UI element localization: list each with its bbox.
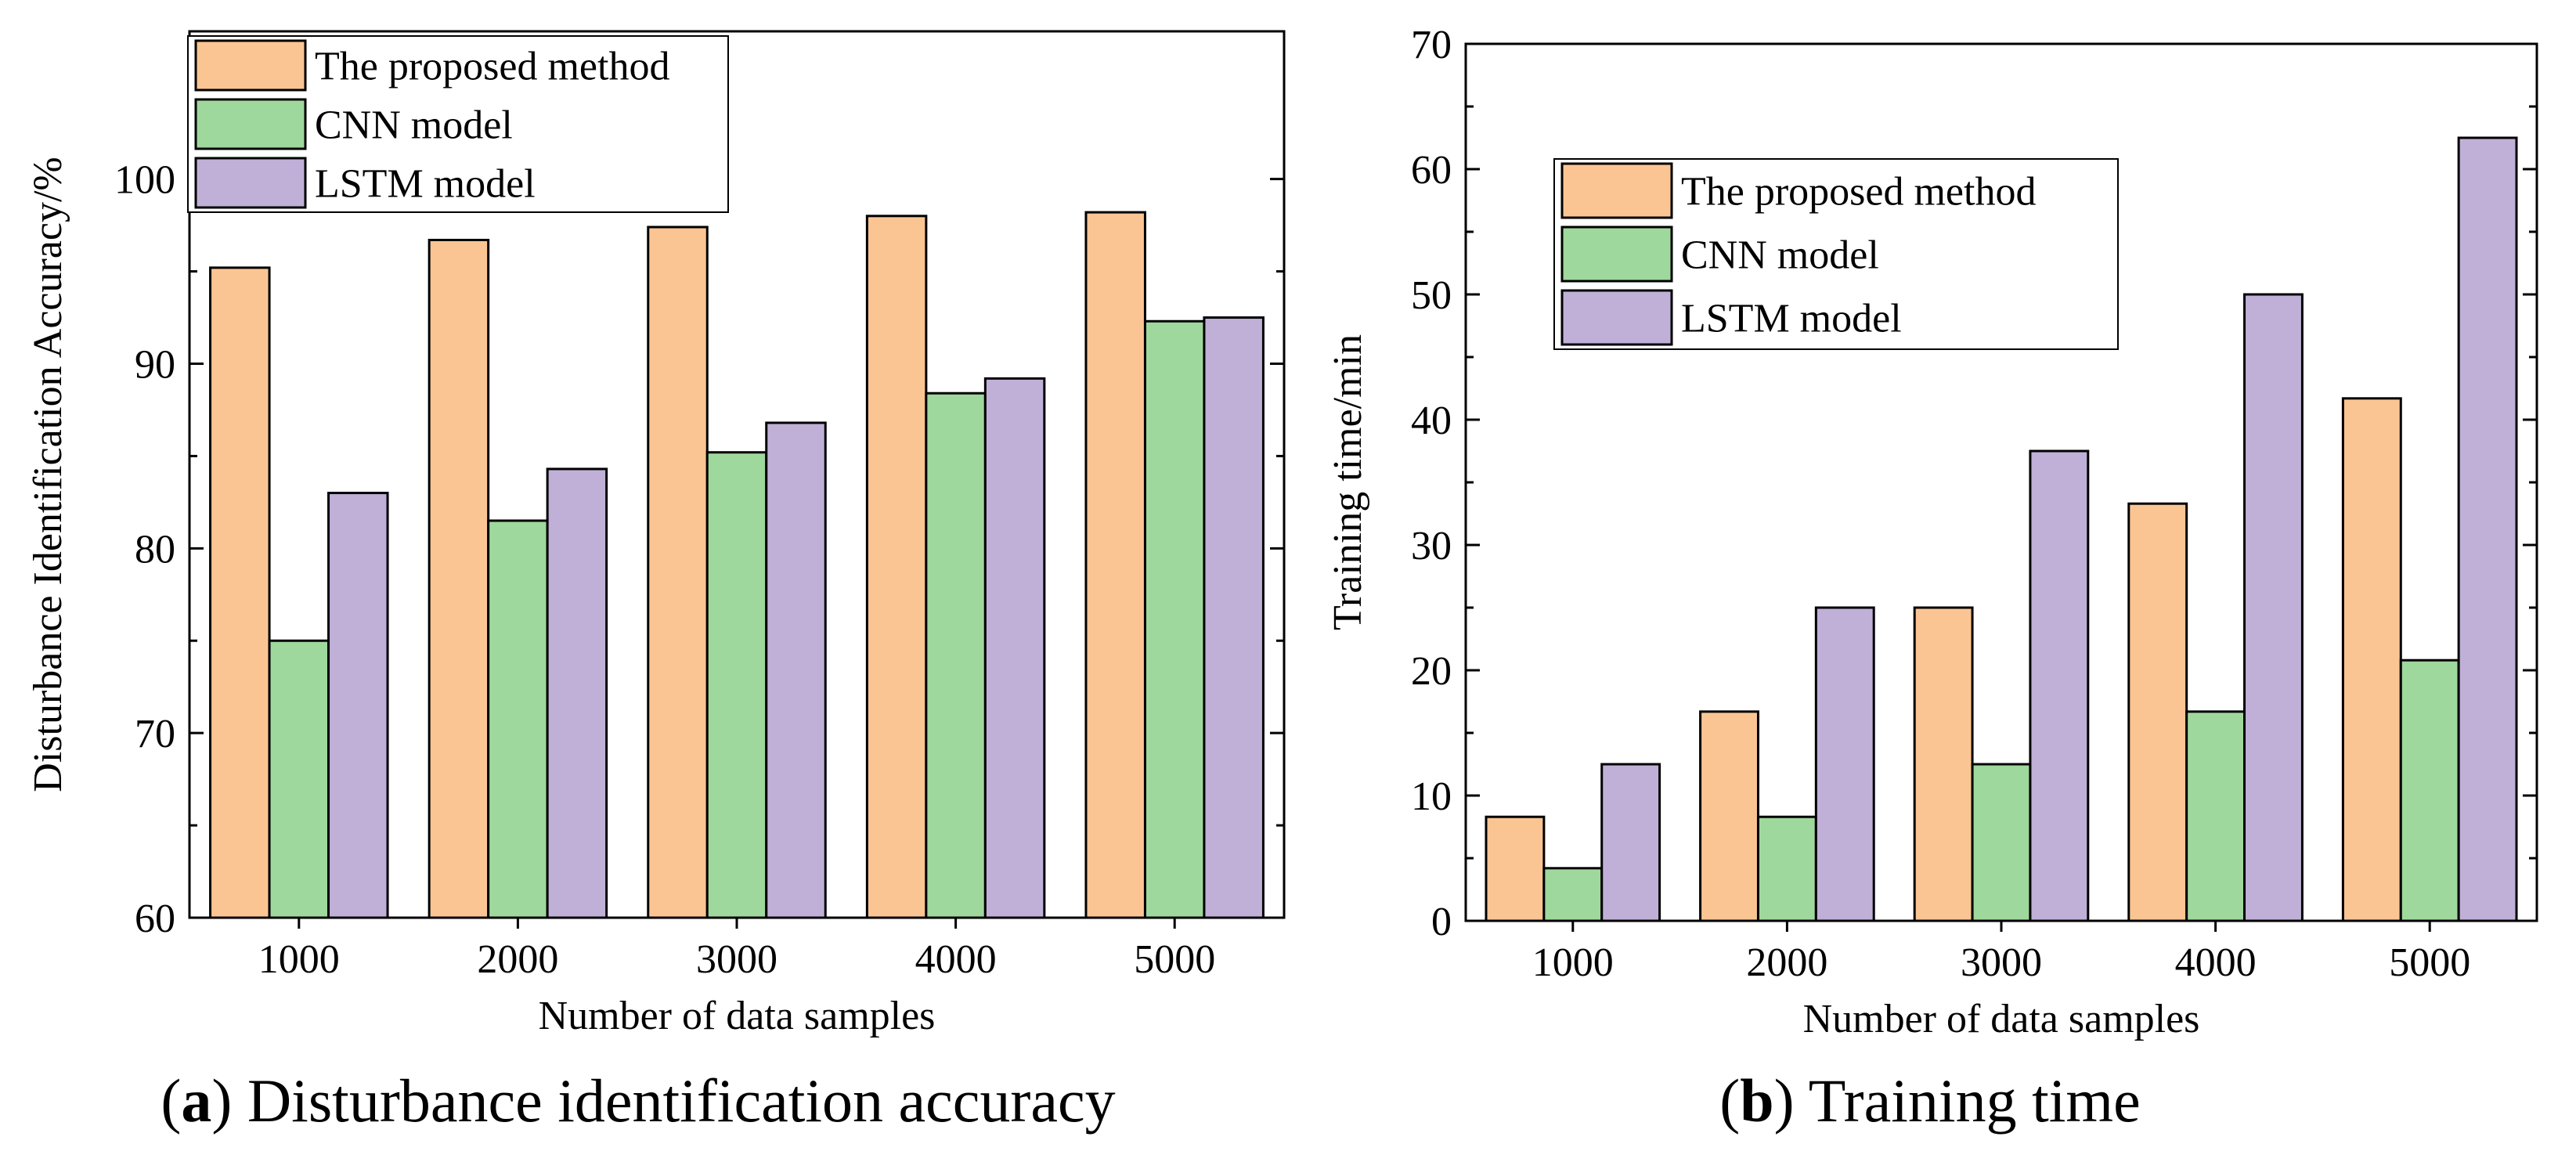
bar-cnn-3000 xyxy=(1971,763,2032,922)
caption-a-text: Disturbance identification accuracy xyxy=(247,1066,1116,1135)
caption-b-text: Training time xyxy=(1809,1066,2141,1135)
y-tick-label: 80 xyxy=(135,527,175,572)
bar-cnn-1000 xyxy=(268,639,330,919)
y-tick-label: 10 xyxy=(1411,774,1452,819)
x-tick-label: 2000 xyxy=(477,937,558,982)
bar-proposed-5000 xyxy=(2341,397,2402,922)
y-tick-label: 0 xyxy=(1431,900,1452,944)
bar-proposed-4000 xyxy=(865,215,928,919)
bar-lstm-2000 xyxy=(546,467,608,919)
y-tick-label: 40 xyxy=(1411,399,1452,443)
caption-b: (b) Training time xyxy=(1719,1066,2140,1135)
y-tick-label: 20 xyxy=(1411,649,1452,694)
bar-cnn-4000 xyxy=(2185,710,2246,922)
x-tick-label: 4000 xyxy=(915,937,997,982)
bar-cnn-2000 xyxy=(487,519,549,919)
x-tick-label: 3000 xyxy=(696,937,777,982)
caption-a: (a) Disturbance identification accuracy xyxy=(161,1066,1115,1135)
bar-cnn-3000 xyxy=(705,451,768,919)
legend-label-lstm: LSTM model xyxy=(1681,297,1902,341)
x-tick-label: 1000 xyxy=(258,937,340,982)
y-tick-label: 70 xyxy=(1411,23,1452,67)
bar-proposed-3000 xyxy=(647,226,709,919)
bar-proposed-5000 xyxy=(1084,211,1146,919)
panel-accuracy: 1000 2000 3000 4000 5000 60 70 80 90 100 Number o… xyxy=(26,30,1286,1135)
bar-proposed-4000 xyxy=(2127,502,2188,922)
panel-training-time: 1000 2000 3000 4000 5000 0 10 20 30 40 50 60 70 Numb… xyxy=(1326,23,2538,1135)
x-axis-title: Number of data samples xyxy=(539,994,936,1038)
ticks-group: 1000 2000 3000 4000 5000 0 10 20 30 40 50 60 70 xyxy=(1411,23,2537,985)
bar-lstm-3000 xyxy=(2029,449,2090,922)
bar-cnn-1000 xyxy=(1542,867,1604,922)
bar-cnn-5000 xyxy=(2399,659,2460,922)
caption-b-letter: b xyxy=(1740,1066,1773,1135)
y-axis-title: Disturbance Identification Accuracy/% xyxy=(26,157,70,792)
bar-lstm-4000 xyxy=(2243,293,2304,922)
bars-group xyxy=(209,211,1265,919)
x-tick-label: 3000 xyxy=(1961,940,2042,985)
bar-cnn-2000 xyxy=(1756,815,1817,922)
legend-swatch-proposed xyxy=(194,39,307,92)
y-tick-label: 70 xyxy=(135,712,175,756)
bar-lstm-5000 xyxy=(2457,136,2518,922)
y-tick-label: 90 xyxy=(135,343,175,388)
legend-swatch-lstm xyxy=(194,157,307,209)
legend-swatch-cnn xyxy=(1560,226,1673,283)
bar-proposed-3000 xyxy=(1913,606,1974,922)
bar-lstm-2000 xyxy=(1814,606,1875,922)
legend-label-proposed: The proposed method xyxy=(315,45,669,89)
bar-proposed-2000 xyxy=(428,238,490,919)
legend-swatch-cnn xyxy=(194,98,307,150)
bar-proposed-2000 xyxy=(1699,710,1759,922)
legend-label-lstm: LSTM model xyxy=(315,162,536,207)
bars-group xyxy=(1485,136,2518,922)
legend-label-cnn: CNN model xyxy=(1681,233,1879,278)
legend: The proposed method CNN model LSTM model xyxy=(187,35,729,213)
y-tick-label: 50 xyxy=(1411,273,1452,318)
y-tick-label: 30 xyxy=(1411,524,1452,568)
bar-lstm-5000 xyxy=(1203,316,1265,919)
x-axis-title: Number of data samples xyxy=(1803,997,2200,1041)
bar-cnn-5000 xyxy=(1143,319,1206,919)
legend-swatch-proposed xyxy=(1560,162,1673,219)
bar-lstm-1000 xyxy=(327,492,389,919)
bar-lstm-3000 xyxy=(765,421,827,919)
legend-label-cnn: CNN model xyxy=(315,103,513,148)
bar-proposed-1000 xyxy=(209,266,271,919)
legend: The proposed method CNN model LSTM model xyxy=(1553,158,2119,350)
bar-cnn-4000 xyxy=(925,392,987,919)
ticks-group: 1000 2000 3000 4000 5000 60 70 80 90 100 xyxy=(114,158,1284,982)
bar-lstm-4000 xyxy=(983,377,1046,919)
y-tick-label: 60 xyxy=(1411,148,1452,193)
x-tick-label: 4000 xyxy=(2175,940,2257,985)
legend-label-proposed: The proposed method xyxy=(1681,170,2036,215)
legend-swatch-lstm xyxy=(1560,289,1673,346)
y-tick-label: 60 xyxy=(135,897,175,941)
y-tick-label: 100 xyxy=(114,158,175,203)
y-axis-title: Training time/min xyxy=(1326,334,1370,630)
x-tick-label: 5000 xyxy=(1134,937,1215,982)
bar-lstm-1000 xyxy=(1600,763,1661,922)
x-tick-label: 1000 xyxy=(1532,940,1614,985)
x-tick-label: 2000 xyxy=(1746,940,1827,985)
caption-a-letter: a xyxy=(181,1066,211,1135)
bar-proposed-1000 xyxy=(1485,815,1546,922)
x-tick-label: 5000 xyxy=(2389,940,2470,985)
